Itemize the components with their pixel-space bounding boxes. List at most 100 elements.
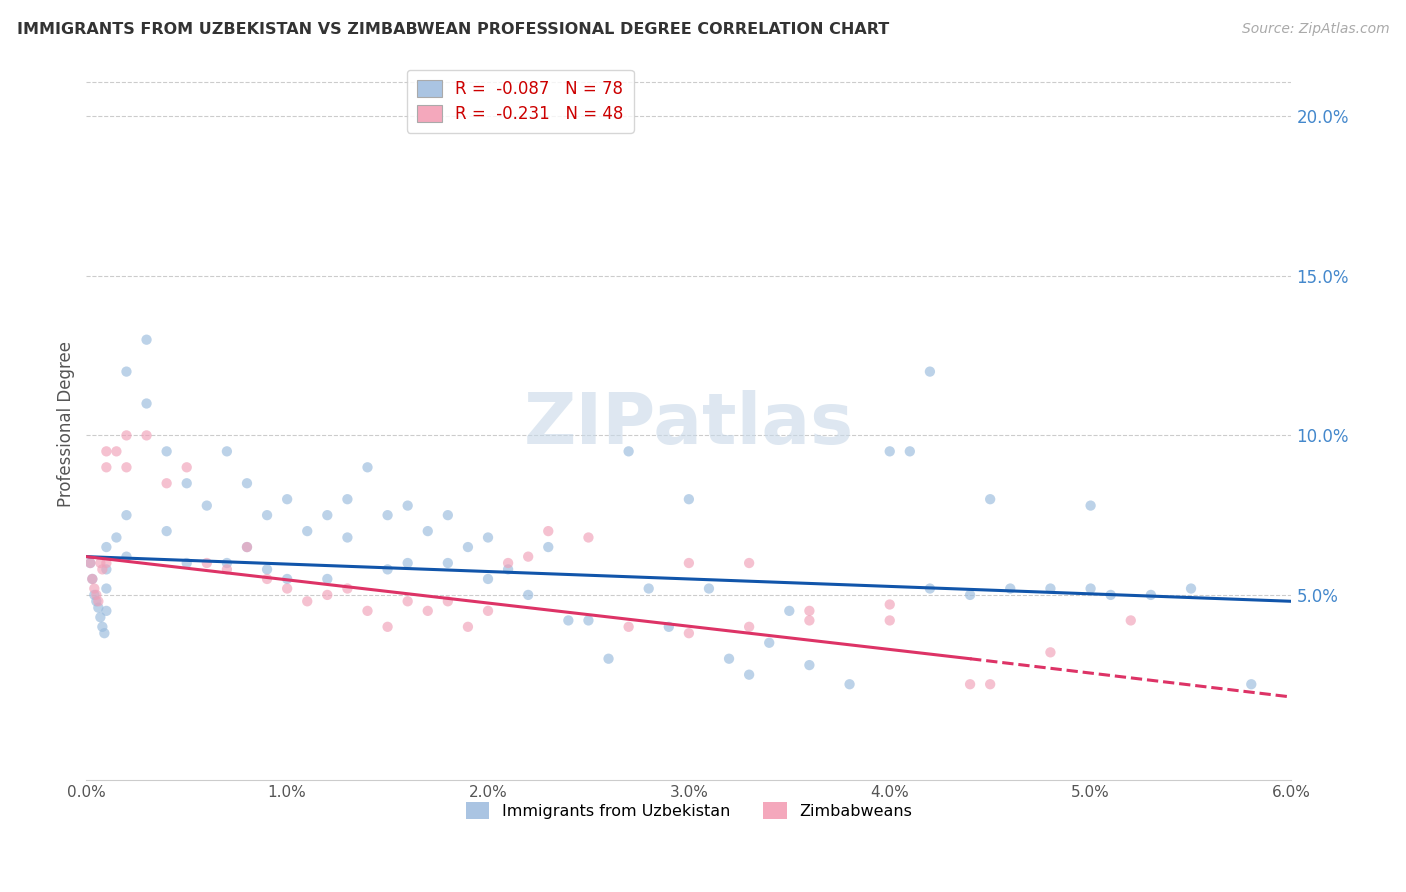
Point	[437, 594, 460, 608]
Point	[477, 572, 499, 586]
Point	[778, 604, 800, 618]
Point	[96, 460, 118, 475]
Point	[356, 604, 378, 618]
Point	[156, 444, 179, 458]
Point	[799, 604, 821, 618]
Point	[297, 594, 319, 608]
Point	[898, 444, 921, 458]
Point	[215, 556, 238, 570]
Y-axis label: Professional Degree: Professional Degree	[58, 342, 75, 508]
Point	[82, 572, 104, 586]
Point	[236, 476, 259, 491]
Point	[316, 508, 339, 523]
Point	[918, 582, 941, 596]
Point	[1240, 677, 1263, 691]
Point	[557, 614, 579, 628]
Point	[477, 604, 499, 618]
Point	[91, 620, 114, 634]
Point	[297, 524, 319, 538]
Point	[477, 531, 499, 545]
Point	[115, 460, 138, 475]
Point	[979, 492, 1001, 507]
Point	[96, 604, 118, 618]
Point	[1039, 582, 1062, 596]
Point	[135, 396, 157, 410]
Point	[738, 667, 761, 681]
Point	[416, 524, 439, 538]
Point	[799, 614, 821, 628]
Point	[96, 540, 118, 554]
Text: Source: ZipAtlas.com: Source: ZipAtlas.com	[1241, 22, 1389, 37]
Point	[416, 604, 439, 618]
Point	[93, 626, 115, 640]
Point	[176, 476, 198, 491]
Point	[678, 556, 700, 570]
Point	[799, 658, 821, 673]
Text: ZIPatlas: ZIPatlas	[524, 390, 853, 458]
Point	[678, 492, 700, 507]
Point	[215, 562, 238, 576]
Point	[236, 540, 259, 554]
Point	[879, 444, 901, 458]
Point	[86, 588, 108, 602]
Point	[918, 365, 941, 379]
Point	[115, 365, 138, 379]
Point	[336, 582, 359, 596]
Point	[89, 556, 111, 570]
Point	[96, 444, 118, 458]
Point	[105, 444, 128, 458]
Point	[617, 444, 640, 458]
Point	[316, 572, 339, 586]
Point	[697, 582, 720, 596]
Point	[176, 460, 198, 475]
Point	[738, 620, 761, 634]
Point	[1080, 582, 1102, 596]
Point	[336, 492, 359, 507]
Point	[87, 600, 110, 615]
Point	[578, 614, 600, 628]
Point	[617, 620, 640, 634]
Point	[879, 598, 901, 612]
Point	[83, 588, 105, 602]
Point	[496, 562, 519, 576]
Point	[96, 562, 118, 576]
Point	[377, 508, 399, 523]
Point	[87, 594, 110, 608]
Point	[91, 562, 114, 576]
Point	[336, 531, 359, 545]
Point	[356, 460, 378, 475]
Point	[637, 582, 659, 596]
Point	[276, 572, 298, 586]
Point	[256, 562, 278, 576]
Point	[396, 556, 419, 570]
Point	[879, 614, 901, 628]
Point	[105, 531, 128, 545]
Point	[517, 588, 540, 602]
Point	[215, 444, 238, 458]
Point	[959, 588, 981, 602]
Point	[738, 556, 761, 570]
Point	[256, 508, 278, 523]
Point	[377, 620, 399, 634]
Point	[1080, 499, 1102, 513]
Point	[135, 428, 157, 442]
Point	[537, 524, 560, 538]
Point	[1000, 582, 1022, 596]
Point	[1140, 588, 1163, 602]
Point	[276, 492, 298, 507]
Point	[678, 626, 700, 640]
Point	[658, 620, 681, 634]
Point	[457, 540, 479, 554]
Point	[115, 428, 138, 442]
Point	[115, 508, 138, 523]
Point	[496, 556, 519, 570]
Point	[236, 540, 259, 554]
Point	[256, 572, 278, 586]
Point	[156, 524, 179, 538]
Point	[517, 549, 540, 564]
Point	[89, 610, 111, 624]
Point	[1039, 645, 1062, 659]
Point	[176, 556, 198, 570]
Legend: Immigrants from Uzbekistan, Zimbabweans: Immigrants from Uzbekistan, Zimbabweans	[460, 796, 918, 825]
Point	[1099, 588, 1122, 602]
